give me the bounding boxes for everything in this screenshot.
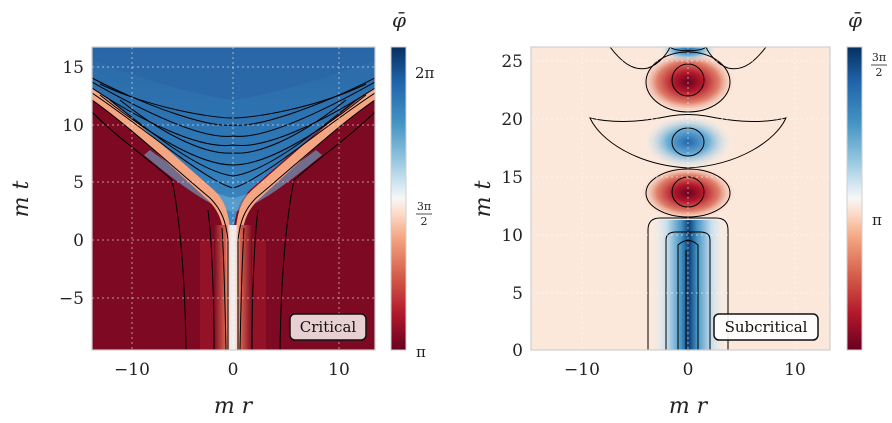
critical-colorbar-tick-2pi: 2π (415, 64, 435, 82)
critical-colorbar-tick-3pi2: 3π 2 (416, 200, 432, 228)
critical-ylabel: m t (9, 180, 34, 217)
critical-ytick-label: 15 (62, 58, 84, 78)
critical-annotation-text: Critical (300, 318, 357, 336)
svg-text:2: 2 (876, 66, 883, 79)
subcritical-annotation-text: Subcritical (725, 318, 808, 336)
subcritical-ytick-label: 20 (501, 110, 523, 130)
subcritical-colorbar: φ̄ 3π 2 π (846, 8, 887, 351)
subcritical-ytick-label: 15 (501, 168, 523, 188)
subcritical-ytick-label: 10 (501, 226, 523, 246)
critical-ytick-label: −5 (59, 289, 84, 309)
subcritical-xlabel: m r (669, 394, 709, 419)
critical-plot-frame (91, 46, 376, 351)
critical-annotation: Critical (289, 313, 367, 341)
critical-xtick-label: −10 (114, 360, 150, 380)
critical-heatmap-panel: Critical −10 0 10 15 10 5 0 −5 m r m t φ… (9, 8, 435, 419)
critical-ytick-label: 10 (62, 116, 84, 136)
svg-text:3π: 3π (872, 51, 886, 64)
subcritical-ylabel: m t (471, 180, 496, 217)
subcritical-colorbar-title: φ̄ (848, 8, 862, 32)
critical-xlabel: m r (214, 394, 254, 419)
critical-ytick-label: 5 (73, 173, 84, 193)
critical-grid (92, 47, 375, 350)
critical-colorbar-title: φ̄ (392, 8, 406, 32)
subcritical-xtick-label: 10 (784, 360, 806, 380)
subcritical-grid (531, 47, 830, 350)
subcritical-xtick-label: 0 (683, 360, 694, 380)
subcritical-ytick-label: 5 (512, 284, 523, 304)
subcritical-colorbar-tick-3pi2: 3π 2 (871, 51, 887, 79)
subcritical-xtick-label: −10 (564, 360, 600, 380)
critical-ytick-label: 0 (73, 231, 84, 251)
subcritical-heatmap-panel: Subcritical −10 0 10 25 20 15 10 5 0 m r… (471, 8, 887, 419)
critical-xtick-label: 10 (328, 360, 350, 380)
critical-colorbar-tick-pi: π (416, 343, 426, 361)
critical-colorbar: φ̄ 2π 3π 2 π (390, 8, 435, 361)
svg-text:3π: 3π (417, 200, 431, 213)
subcritical-colorbar-tick-pi: π (872, 211, 882, 229)
svg-text:2: 2 (421, 215, 428, 228)
subcritical-plot-frame (530, 46, 831, 351)
subcritical-ytick-label: 25 (501, 52, 523, 72)
critical-xtick-label: 0 (228, 360, 239, 380)
subcritical-annotation: Subcritical (713, 313, 819, 341)
subcritical-ytick-label: 0 (512, 341, 523, 361)
